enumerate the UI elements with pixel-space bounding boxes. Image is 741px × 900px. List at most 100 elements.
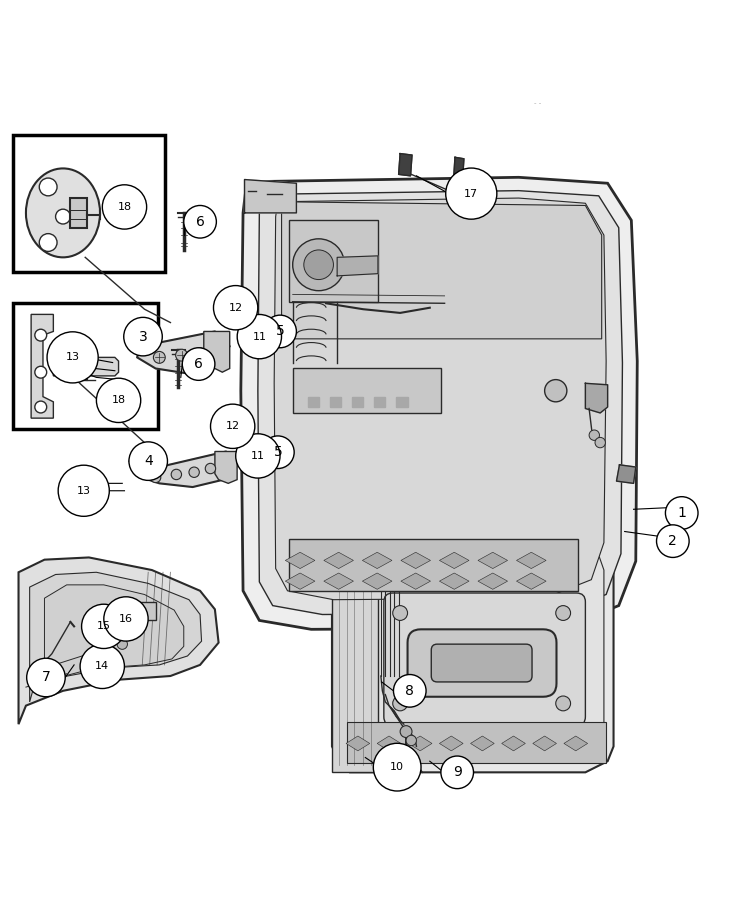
- Circle shape: [184, 205, 216, 239]
- Bar: [13, 135, 165, 272]
- Circle shape: [213, 285, 258, 330]
- Polygon shape: [453, 158, 464, 184]
- Text: 1: 1: [677, 506, 686, 520]
- Polygon shape: [204, 331, 230, 373]
- Circle shape: [176, 349, 187, 361]
- FancyBboxPatch shape: [431, 644, 532, 682]
- Circle shape: [406, 735, 416, 746]
- Polygon shape: [215, 452, 237, 483]
- Circle shape: [194, 347, 206, 360]
- Polygon shape: [478, 553, 508, 569]
- Polygon shape: [274, 198, 606, 599]
- Polygon shape: [374, 397, 385, 407]
- Circle shape: [595, 437, 605, 448]
- FancyBboxPatch shape: [408, 629, 556, 697]
- Polygon shape: [401, 573, 431, 590]
- Circle shape: [264, 444, 273, 453]
- Circle shape: [293, 238, 345, 291]
- Polygon shape: [401, 553, 431, 569]
- Circle shape: [264, 336, 273, 345]
- Polygon shape: [282, 202, 602, 339]
- Text: 13: 13: [66, 353, 79, 363]
- Polygon shape: [439, 736, 463, 751]
- Circle shape: [35, 366, 47, 378]
- Ellipse shape: [26, 168, 100, 257]
- Circle shape: [82, 604, 126, 649]
- Polygon shape: [285, 573, 315, 590]
- Text: 6: 6: [194, 357, 203, 371]
- Circle shape: [445, 168, 496, 220]
- Polygon shape: [617, 464, 636, 483]
- Text: 16: 16: [119, 614, 133, 624]
- Circle shape: [304, 250, 333, 280]
- Polygon shape: [585, 383, 608, 413]
- Polygon shape: [137, 452, 237, 487]
- Polygon shape: [399, 154, 412, 176]
- Polygon shape: [362, 553, 392, 569]
- Circle shape: [47, 332, 98, 382]
- Text: 18: 18: [117, 202, 132, 212]
- Bar: [293, 368, 441, 413]
- Polygon shape: [439, 573, 469, 590]
- Circle shape: [117, 639, 127, 649]
- Polygon shape: [471, 736, 494, 751]
- Polygon shape: [377, 736, 401, 751]
- Text: 2: 2: [668, 534, 677, 548]
- Circle shape: [171, 469, 182, 480]
- Text: 12: 12: [228, 302, 243, 312]
- Polygon shape: [564, 736, 588, 751]
- Circle shape: [264, 454, 273, 464]
- Polygon shape: [352, 397, 363, 407]
- Bar: [126, 602, 156, 620]
- Bar: [347, 722, 606, 762]
- Circle shape: [393, 674, 426, 707]
- Circle shape: [205, 464, 216, 473]
- Circle shape: [124, 318, 162, 356]
- Circle shape: [556, 606, 571, 620]
- Circle shape: [373, 743, 421, 791]
- Polygon shape: [502, 736, 525, 751]
- Circle shape: [210, 404, 255, 448]
- Polygon shape: [19, 557, 219, 725]
- Bar: [13, 303, 158, 429]
- Circle shape: [441, 756, 473, 788]
- Polygon shape: [324, 573, 353, 590]
- Text: 6: 6: [196, 215, 205, 229]
- Polygon shape: [241, 177, 637, 629]
- Polygon shape: [408, 736, 432, 751]
- Polygon shape: [332, 540, 378, 772]
- Polygon shape: [516, 553, 546, 569]
- Circle shape: [35, 401, 47, 413]
- Circle shape: [556, 696, 571, 711]
- Circle shape: [393, 606, 408, 620]
- Text: 7: 7: [41, 670, 50, 685]
- Text: 10: 10: [391, 762, 404, 772]
- Text: 11: 11: [251, 451, 265, 461]
- Polygon shape: [324, 553, 353, 569]
- Circle shape: [104, 597, 148, 641]
- Text: 18: 18: [111, 395, 126, 405]
- Bar: [289, 220, 378, 302]
- Circle shape: [59, 465, 110, 517]
- Polygon shape: [44, 585, 184, 691]
- Polygon shape: [346, 736, 370, 751]
- Circle shape: [153, 351, 165, 364]
- Polygon shape: [337, 256, 378, 276]
- Circle shape: [102, 184, 147, 230]
- Circle shape: [39, 234, 57, 251]
- Text: 13: 13: [77, 486, 90, 496]
- Polygon shape: [341, 548, 604, 762]
- Text: 9: 9: [453, 765, 462, 779]
- Circle shape: [129, 442, 167, 481]
- Text: 12: 12: [225, 421, 240, 431]
- Text: 15: 15: [97, 621, 110, 632]
- Circle shape: [545, 380, 567, 401]
- Circle shape: [96, 378, 141, 422]
- Text: 4: 4: [144, 454, 153, 468]
- Polygon shape: [137, 331, 230, 374]
- Text: 17: 17: [464, 189, 479, 199]
- Circle shape: [39, 178, 57, 196]
- Circle shape: [80, 644, 124, 688]
- Polygon shape: [396, 397, 408, 407]
- Circle shape: [27, 658, 65, 697]
